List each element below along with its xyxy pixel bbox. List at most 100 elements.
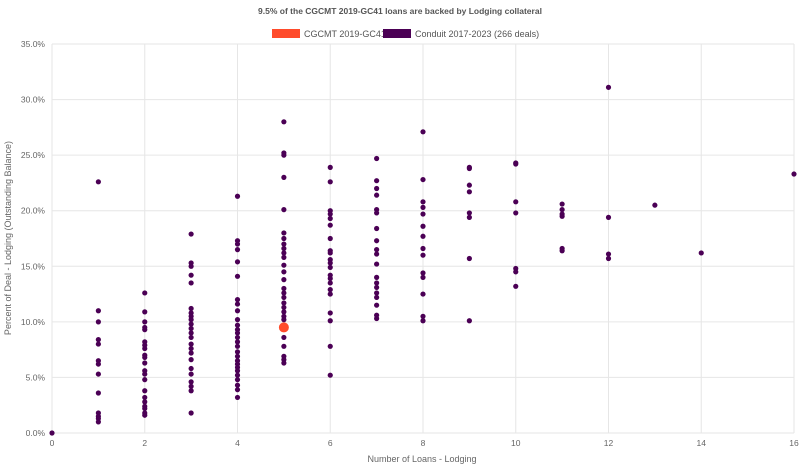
data-point-conduit[interactable] xyxy=(234,308,241,314)
data-point-conduit[interactable] xyxy=(374,251,380,257)
data-point-conduit[interactable] xyxy=(374,290,380,296)
data-point-conduit[interactable] xyxy=(142,360,148,366)
data-point-conduit[interactable] xyxy=(234,377,241,383)
data-point-conduit[interactable] xyxy=(234,259,241,265)
data-point-conduit[interactable] xyxy=(513,199,519,205)
data-point-conduit[interactable] xyxy=(281,119,287,125)
data-point-conduit[interactable] xyxy=(420,176,426,183)
data-point-conduit[interactable] xyxy=(234,353,241,359)
data-point-conduit[interactable] xyxy=(234,247,241,253)
data-point-conduit[interactable] xyxy=(95,390,101,396)
data-point-conduit[interactable] xyxy=(234,372,241,378)
data-point-conduit[interactable] xyxy=(281,285,287,292)
data-point-conduit[interactable] xyxy=(420,223,426,229)
data-point-conduit[interactable] xyxy=(513,161,519,167)
data-point-conduit[interactable] xyxy=(234,349,241,355)
data-point-conduit[interactable] xyxy=(466,165,472,172)
data-point-conduit[interactable] xyxy=(142,371,148,377)
data-point-conduit[interactable] xyxy=(281,230,287,236)
data-point-conduit[interactable] xyxy=(188,341,194,347)
data-point-conduit[interactable] xyxy=(188,280,194,286)
data-point-conduit[interactable] xyxy=(327,310,333,316)
data-point-conduit[interactable] xyxy=(188,272,194,278)
data-point-conduit[interactable] xyxy=(374,294,380,301)
data-point-conduit[interactable] xyxy=(327,318,333,324)
data-point-conduit[interactable] xyxy=(420,129,426,135)
data-point-conduit[interactable] xyxy=(327,372,333,378)
legend-item-conduit[interactable]: Conduit 2017-2023 (266 deals) xyxy=(383,29,539,39)
data-point-conduit[interactable] xyxy=(420,245,426,252)
data-point-conduit[interactable] xyxy=(605,255,612,262)
data-point-conduit[interactable] xyxy=(374,178,380,184)
data-point-conduit[interactable] xyxy=(374,274,380,280)
data-point-conduit[interactable] xyxy=(95,419,101,425)
data-point-conduit[interactable] xyxy=(281,152,287,158)
data-point-conduit[interactable] xyxy=(234,334,241,341)
data-point-conduit[interactable] xyxy=(466,214,472,220)
data-point-conduit[interactable] xyxy=(188,330,194,336)
data-point-conduit[interactable] xyxy=(142,399,148,405)
data-point-conduit[interactable] xyxy=(374,302,380,308)
data-point-conduit[interactable] xyxy=(327,343,333,349)
data-point-conduit[interactable] xyxy=(420,233,426,239)
data-point-conduit[interactable] xyxy=(234,317,241,323)
data-point-conduit[interactable] xyxy=(698,250,704,256)
data-point-conduit[interactable] xyxy=(281,269,287,275)
data-point-conduit[interactable] xyxy=(327,235,333,242)
data-point-conduit[interactable] xyxy=(281,360,287,366)
data-point-conduit[interactable] xyxy=(327,250,333,256)
data-point-conduit[interactable] xyxy=(327,222,333,228)
data-point-conduit[interactable] xyxy=(234,330,241,336)
data-point-conduit[interactable] xyxy=(49,430,55,436)
data-point-conduit[interactable] xyxy=(559,248,565,254)
data-point-conduit[interactable] xyxy=(327,291,333,297)
data-point-conduit[interactable] xyxy=(420,252,426,258)
data-point-conduit[interactable] xyxy=(234,368,241,374)
data-point-conduit[interactable] xyxy=(234,301,241,307)
data-point-conduit[interactable] xyxy=(559,201,565,207)
data-point-conduit[interactable] xyxy=(188,388,194,394)
data-point-conduit[interactable] xyxy=(466,210,472,216)
data-point-conduit[interactable] xyxy=(234,394,241,401)
data-point-conduit[interactable] xyxy=(327,215,333,222)
data-point-conduit[interactable] xyxy=(281,343,287,349)
data-point-conduit[interactable] xyxy=(420,318,426,324)
data-point-conduit[interactable] xyxy=(327,179,333,185)
data-point-conduit[interactable] xyxy=(234,382,241,388)
data-point-conduit[interactable] xyxy=(281,174,287,180)
data-point-conduit[interactable] xyxy=(142,405,148,412)
data-point-conduit[interactable] xyxy=(327,164,333,170)
data-point-conduit[interactable] xyxy=(420,270,426,276)
data-point-conduit[interactable] xyxy=(281,245,287,252)
data-point-conduit[interactable] xyxy=(281,300,287,306)
data-point-conduit[interactable] xyxy=(374,210,380,216)
data-point-conduit[interactable] xyxy=(513,210,519,216)
data-point-conduit[interactable] xyxy=(234,193,241,199)
data-point-conduit[interactable] xyxy=(188,350,194,356)
data-point-conduit[interactable] xyxy=(327,264,333,270)
data-point-conduit[interactable] xyxy=(513,283,519,289)
data-point-conduit[interactable] xyxy=(188,365,194,372)
data-point-conduit[interactable] xyxy=(188,345,194,352)
data-point-conduit[interactable] xyxy=(281,241,287,247)
data-point-conduit[interactable] xyxy=(95,308,101,314)
data-point-conduit[interactable] xyxy=(234,387,241,393)
data-point-conduit[interactable] xyxy=(374,280,380,286)
data-point-conduit[interactable] xyxy=(374,238,380,244)
data-point-conduit[interactable] xyxy=(281,294,287,301)
data-point-conduit[interactable] xyxy=(374,247,380,253)
data-point-conduit[interactable] xyxy=(188,325,194,332)
data-point-conduit[interactable] xyxy=(142,354,148,361)
data-point-conduit[interactable] xyxy=(327,211,333,217)
data-point-conduit[interactable] xyxy=(281,254,287,260)
data-point-conduit[interactable] xyxy=(374,284,380,291)
data-point-conduit[interactable] xyxy=(188,305,194,312)
data-point-conduit[interactable] xyxy=(466,318,472,324)
data-point-conduit[interactable] xyxy=(420,199,426,205)
data-point-conduit[interactable] xyxy=(234,297,241,303)
data-point-conduit[interactable] xyxy=(281,277,287,283)
data-point-conduit[interactable] xyxy=(188,231,194,237)
data-point-conduit[interactable] xyxy=(281,207,287,213)
data-point-conduit[interactable] xyxy=(281,235,287,242)
data-point-conduit[interactable] xyxy=(188,379,194,385)
